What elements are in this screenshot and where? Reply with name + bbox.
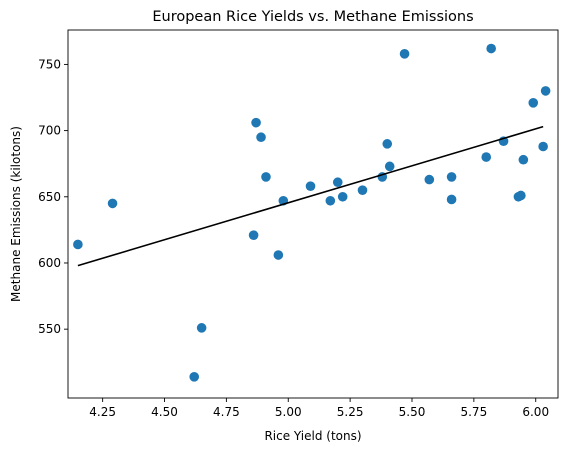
data-point bbox=[481, 152, 492, 162]
y-tick-label: 750 bbox=[38, 57, 61, 71]
x-tick-label: 4.75 bbox=[213, 405, 240, 419]
chart-title: European Rice Yields vs. Methane Emissio… bbox=[152, 9, 473, 25]
data-point bbox=[518, 154, 529, 165]
y-tick-label: 700 bbox=[38, 124, 61, 138]
data-point bbox=[261, 172, 271, 182]
data-point bbox=[325, 195, 336, 206]
data-point bbox=[332, 177, 343, 188]
data-point bbox=[73, 239, 83, 250]
data-point bbox=[251, 117, 261, 128]
data-point bbox=[399, 49, 410, 59]
x-tick-label: 5.75 bbox=[460, 405, 487, 419]
data-point bbox=[196, 323, 207, 333]
data-point bbox=[382, 139, 393, 149]
data-point bbox=[337, 191, 348, 202]
data-point bbox=[305, 181, 316, 192]
x-axis-label: Rice Yield (tons) bbox=[264, 429, 361, 443]
x-tick-label: 5.00 bbox=[275, 405, 302, 419]
trend-line bbox=[77, 125, 544, 267]
data-point bbox=[248, 230, 259, 240]
plot-area: 4.25 4.50 4.75 5.00 5.25 5.50 5.75 6.00 550 600 65… bbox=[38, 29, 559, 419]
data-point bbox=[538, 141, 548, 152]
x-tick-label: 5.25 bbox=[337, 405, 364, 419]
x-tick-label: 5.50 bbox=[399, 405, 426, 419]
data-point bbox=[446, 194, 457, 205]
data-point bbox=[424, 174, 435, 185]
x-tick-label: 4.25 bbox=[89, 405, 116, 419]
y-tick-label: 550 bbox=[38, 322, 61, 336]
x-tick-label: 6.00 bbox=[522, 405, 549, 419]
y-tick-label: 650 bbox=[38, 190, 61, 204]
y-axis-label: Methane Emissions (kilotons) bbox=[9, 126, 23, 302]
data-point bbox=[357, 185, 368, 195]
data-point bbox=[540, 86, 551, 96]
data-point bbox=[446, 172, 457, 182]
data-point bbox=[256, 132, 266, 143]
data-point bbox=[107, 198, 118, 209]
y-tick-label: 600 bbox=[38, 256, 61, 270]
data-point bbox=[384, 161, 395, 172]
data-point bbox=[486, 43, 496, 54]
x-tick-label: 4.50 bbox=[151, 405, 178, 419]
axes-frame bbox=[67, 29, 559, 399]
data-point bbox=[273, 250, 284, 260]
data-point bbox=[516, 190, 526, 201]
data-point bbox=[189, 372, 200, 382]
data-point bbox=[528, 98, 539, 108]
